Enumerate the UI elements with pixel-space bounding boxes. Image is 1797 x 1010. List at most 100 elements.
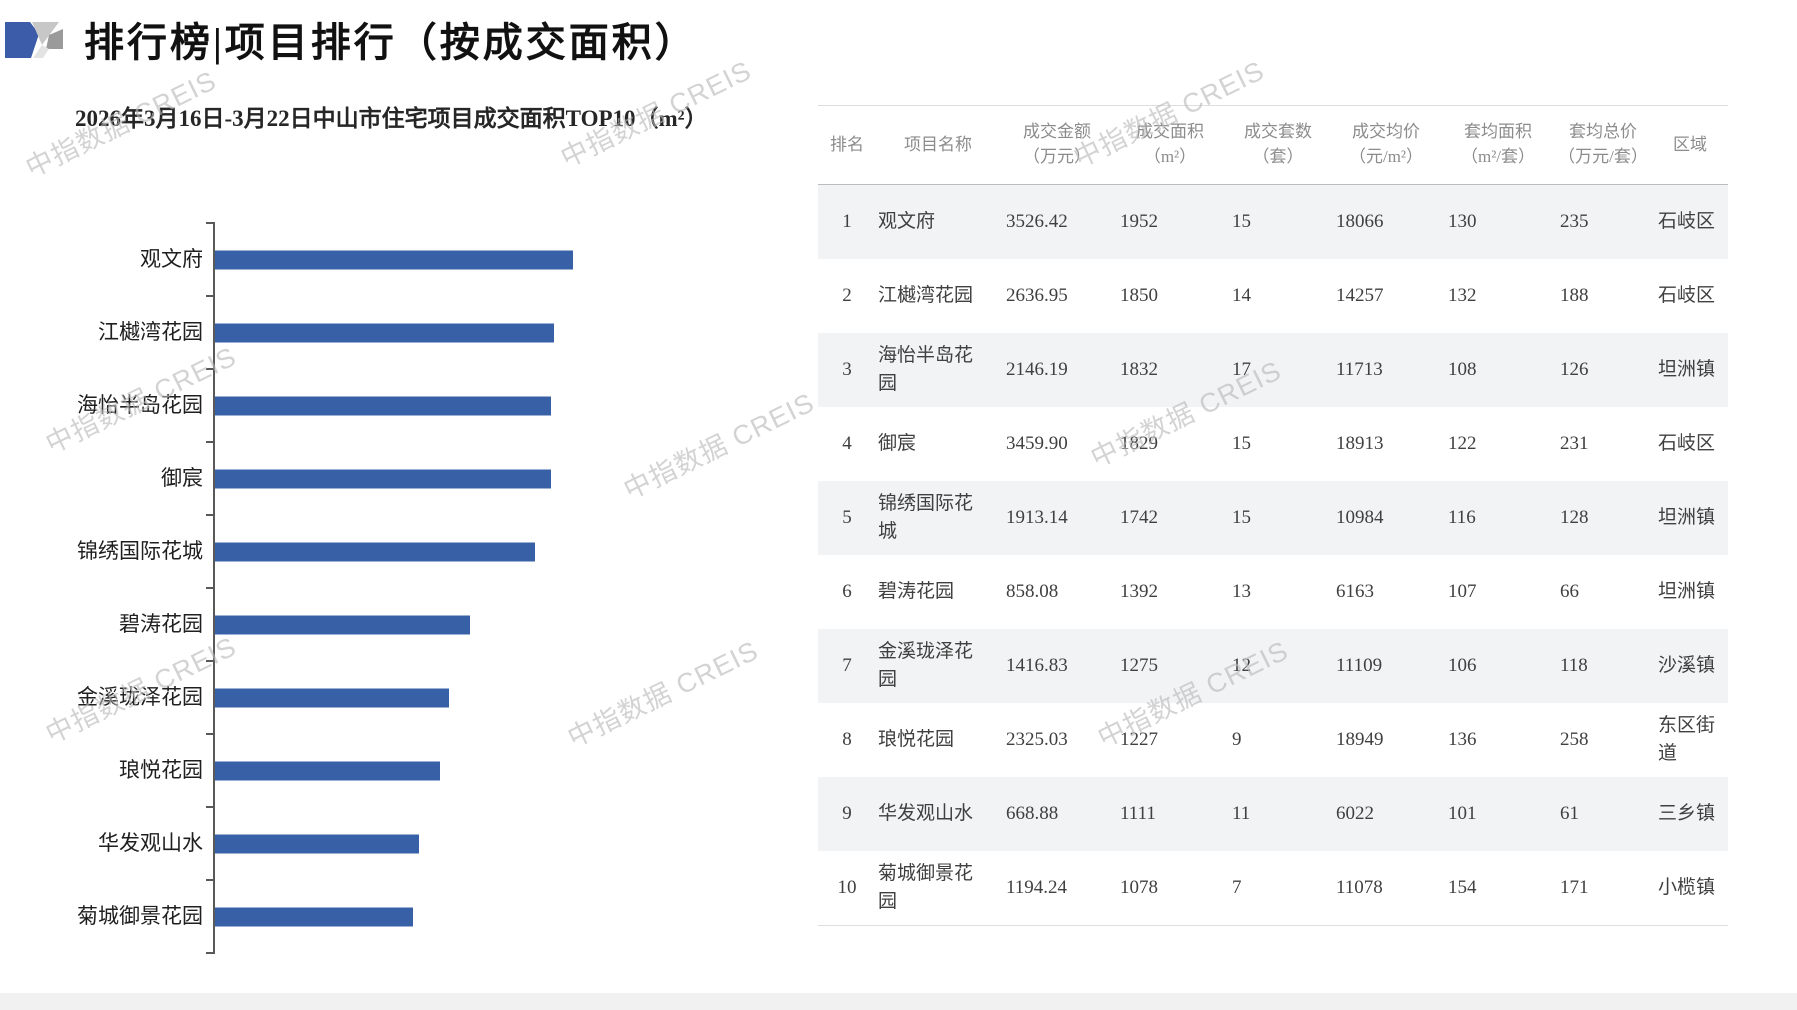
avg-price-cell: 18066	[1336, 210, 1384, 232]
column-header: 成交金额 （万元）	[1000, 105, 1114, 185]
unit-total-price-cell: 66	[1560, 580, 1579, 602]
region-cell: 石岐区	[1658, 432, 1716, 454]
amount-cell: 2146.19	[1006, 358, 1068, 380]
unit-total-price-cell: 61	[1560, 802, 1579, 824]
project-name-cell: 锦绣国际花城	[878, 492, 974, 543]
bar-label: 御宸	[161, 466, 203, 490]
unit-area-cell: 122	[1448, 432, 1477, 454]
column-header: 成交均价 （元/m²）	[1330, 105, 1442, 185]
rank-cell: 7	[842, 654, 852, 676]
bar	[215, 688, 449, 707]
bar	[215, 469, 551, 488]
region-cell: 石岐区	[1658, 210, 1716, 232]
column-header: 排名	[818, 105, 876, 185]
project-name-cell: 金溪珑泽花园	[878, 640, 974, 691]
area-cell: 1829	[1120, 432, 1158, 454]
project-name-cell: 菊城御景花园	[876, 851, 1000, 926]
bar-label: 金溪珑泽花园	[77, 685, 203, 709]
column-header: 成交套数 （套）	[1226, 105, 1330, 185]
units-cell: 7	[1226, 851, 1330, 926]
bar	[215, 615, 470, 634]
table-row: 5 锦绣国际花城 1913.14 1742 15 10984 116 128 坦洲镇	[818, 481, 1728, 555]
unit-total-price-cell: 258	[1560, 728, 1589, 750]
table-body: 1 观文府 3526.42 1952 15 18066 130 235 石岐区 2 江樾湾花园 263…	[818, 184, 1728, 926]
unit-total-price-cell: 118	[1560, 654, 1588, 676]
units-cell: 14	[1232, 284, 1251, 306]
area-cell: 1078	[1114, 851, 1226, 926]
unit-total-price-cell: 171	[1554, 851, 1652, 926]
rank-cell: 6	[842, 580, 852, 602]
table-row: 2 江樾湾花园 2636.95 1850 14 14257 132 188 石岐区	[818, 259, 1728, 333]
area-cell: 1832	[1120, 358, 1158, 380]
unit-total-price-cell: 126	[1560, 358, 1589, 380]
chart-title: 2026年3月16日-3月22日中山市住宅项目成交面积TOP10（m²）	[75, 106, 708, 131]
amount-cell: 1913.14	[1006, 506, 1068, 528]
amount-cell: 3459.90	[1006, 432, 1068, 454]
unit-area-cell: 136	[1448, 728, 1477, 750]
region-cell: 坦洲镇	[1658, 580, 1716, 602]
axis-tick	[206, 222, 215, 224]
unit-total-price-cell: 235	[1560, 210, 1589, 232]
table-row: 6 碧涛花园 858.08 1392 13 6163 107 66 坦洲镇	[818, 555, 1728, 629]
bar-row: 锦绣国际花城	[77, 515, 707, 588]
column-header: 区域	[1652, 105, 1728, 185]
rank-cell: 8	[842, 728, 852, 750]
rank-cell: 2	[842, 284, 852, 306]
column-header: 套均面积 （m²/套）	[1442, 105, 1554, 185]
bar-label: 菊城御景花园	[77, 904, 203, 928]
avg-price-cell: 11109	[1336, 654, 1383, 676]
axis-tick	[206, 514, 215, 516]
project-name-cell: 海怡半岛花园	[878, 344, 974, 395]
bar-row: 华发观山水	[98, 807, 707, 880]
unit-area-cell: 132	[1448, 284, 1477, 306]
region-cell: 坦洲镇	[1658, 506, 1716, 528]
rank-cell: 9	[842, 802, 852, 824]
bar-label: 江樾湾花园	[98, 320, 203, 344]
project-name-cell: 华发观山水	[878, 802, 974, 824]
axis-tick	[206, 733, 215, 735]
avg-price-cell: 6022	[1336, 802, 1374, 824]
bar-label: 琅悦花园	[119, 758, 203, 782]
avg-price-cell: 6163	[1336, 580, 1374, 602]
area-cell: 1227	[1120, 728, 1158, 750]
bar	[215, 542, 535, 561]
rank-cell: 4	[842, 432, 852, 454]
region-cell: 三乡镇	[1658, 802, 1716, 824]
region-cell: 石岐区	[1658, 284, 1716, 306]
bar-row: 金溪珑泽花园	[77, 661, 707, 734]
avg-price-cell: 11713	[1336, 358, 1383, 380]
bar-label: 海怡半岛花园	[77, 393, 203, 417]
project-name-cell: 观文府	[878, 210, 936, 232]
units-cell: 12	[1232, 654, 1251, 676]
units-cell: 9	[1232, 728, 1242, 750]
units-cell: 17	[1232, 358, 1251, 380]
amount-cell: 668.88	[1006, 802, 1059, 824]
table-row: 4 御宸 3459.90 1829 15 18913 122 231 石岐区	[818, 407, 1728, 481]
bar-row: 海怡半岛花园	[77, 369, 707, 442]
project-name-cell: 碧涛花园	[878, 580, 955, 602]
footer-strip	[0, 993, 1797, 1010]
axis-tick	[206, 441, 215, 443]
bar	[215, 907, 413, 926]
area-cell: 1275	[1120, 654, 1158, 676]
creis-logo-icon	[5, 22, 63, 58]
bar-row: 观文府	[140, 223, 707, 296]
rank-cell: 3	[842, 358, 852, 380]
bar-row: 菊城御景花园	[77, 880, 707, 953]
bar-chart: 观文府江樾湾花园海怡半岛花园御宸锦绣国际花城碧涛花园金溪珑泽花园琅悦花园华发观山…	[77, 222, 707, 954]
bar-row: 御宸	[161, 442, 707, 515]
axis-tick	[206, 879, 215, 881]
bar-label: 碧涛花园	[119, 612, 203, 636]
column-header: 成交面积 （m²）	[1114, 105, 1226, 185]
rank-cell: 5	[842, 506, 852, 528]
unit-total-price-cell: 188	[1560, 284, 1589, 306]
axis-tick	[206, 368, 215, 370]
bar-label: 锦绣国际花城	[77, 539, 203, 563]
bar	[215, 396, 551, 415]
column-header: 项目名称	[876, 105, 1000, 185]
axis-tick	[206, 295, 215, 297]
bar-label: 华发观山水	[98, 831, 203, 855]
table-row: 3 海怡半岛花园 2146.19 1832 17 11713 108 126 坦洲镇	[818, 333, 1728, 407]
table-row: 7 金溪珑泽花园 1416.83 1275 12 11109 106 118 沙溪镇	[818, 629, 1728, 703]
